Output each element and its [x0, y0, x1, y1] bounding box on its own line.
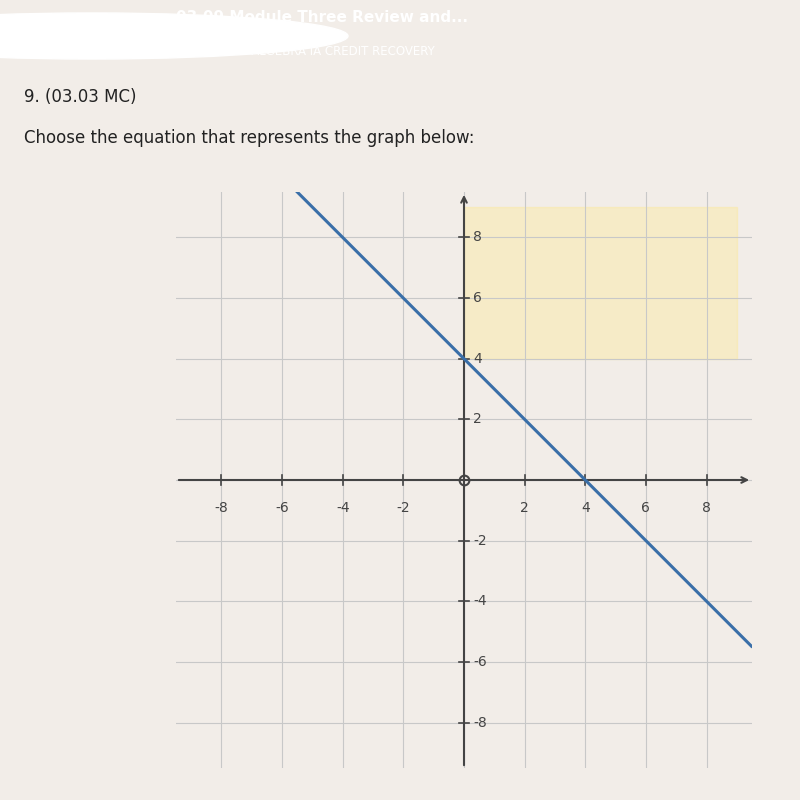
- Text: 2: 2: [473, 412, 482, 426]
- Text: 03.09 Module Three Review and...: 03.09 Module Three Review and...: [176, 10, 468, 26]
- Bar: [464, 207, 737, 358]
- Text: -4: -4: [336, 502, 350, 515]
- Text: -4: -4: [473, 594, 486, 608]
- Text: 8: 8: [702, 502, 711, 515]
- Text: -8: -8: [214, 502, 228, 515]
- Text: Choose the equation that represents the graph below:: Choose the equation that represents the …: [24, 130, 474, 147]
- Text: 4: 4: [581, 502, 590, 515]
- Text: 6: 6: [473, 291, 482, 305]
- Text: 6: 6: [642, 502, 650, 515]
- Text: 8: 8: [473, 230, 482, 245]
- Text: 4: 4: [473, 352, 482, 366]
- Text: 9. (03.03 MC): 9. (03.03 MC): [24, 88, 137, 106]
- Circle shape: [0, 13, 348, 59]
- Text: -8: -8: [473, 715, 487, 730]
- Text: ←: ←: [22, 22, 42, 42]
- Text: 2: 2: [520, 502, 529, 515]
- Text: -6: -6: [473, 655, 487, 669]
- Text: MA200CRF - ALGEBRA IA CREDIT RECOVERY: MA200CRF - ALGEBRA IA CREDIT RECOVERY: [176, 46, 434, 58]
- Text: -2: -2: [397, 502, 410, 515]
- Text: -2: -2: [473, 534, 486, 548]
- Text: -6: -6: [275, 502, 289, 515]
